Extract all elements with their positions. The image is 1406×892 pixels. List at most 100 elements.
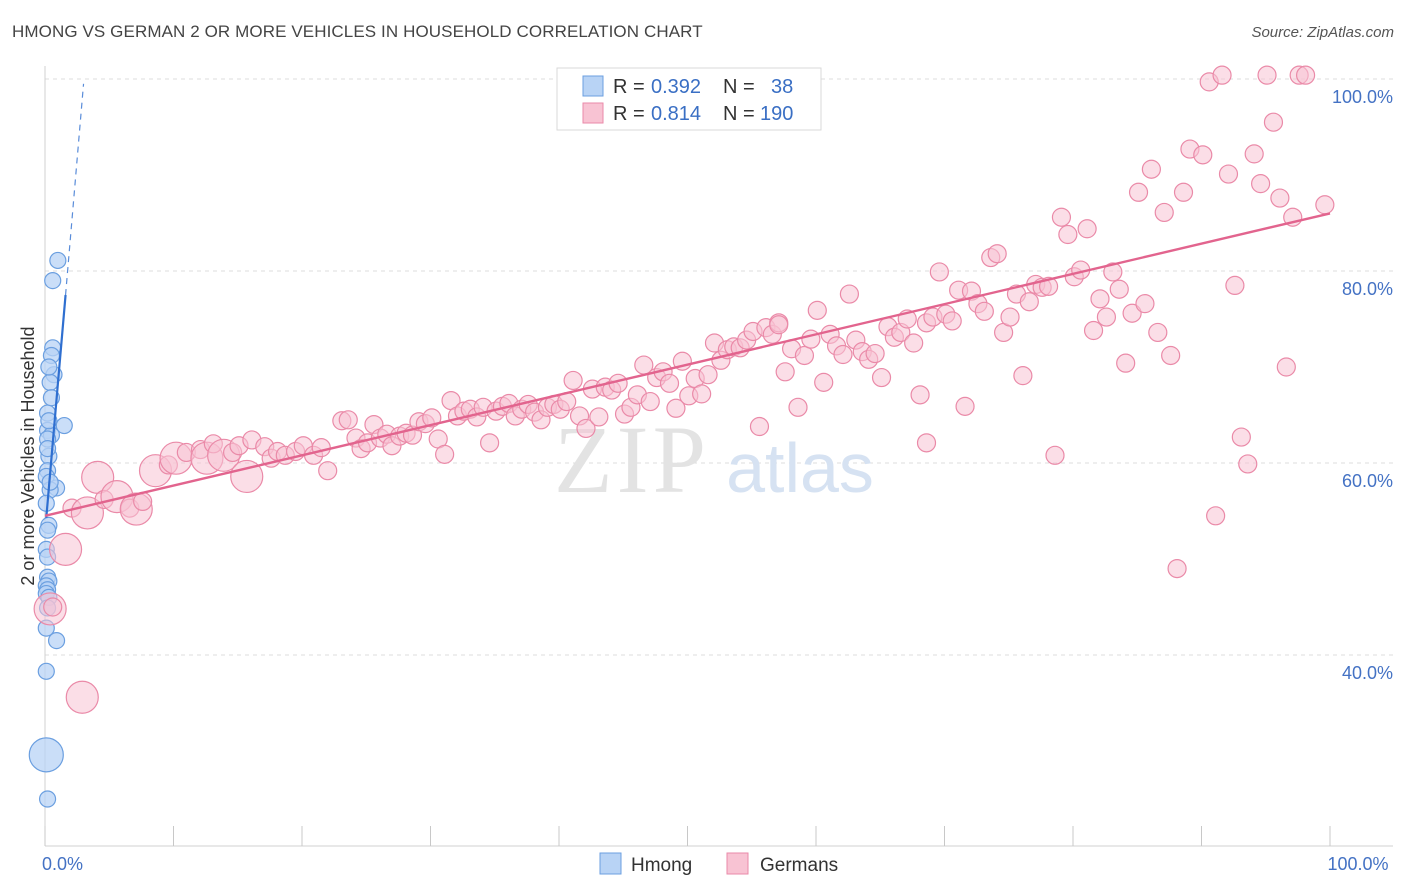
hmong-point xyxy=(37,662,55,680)
german-point xyxy=(1231,427,1251,447)
german-point xyxy=(1141,159,1161,179)
german-point xyxy=(1218,164,1239,184)
german-point xyxy=(1013,366,1033,386)
y-tick-label: 40.0% xyxy=(1342,663,1393,683)
german-point xyxy=(563,370,583,391)
german-point xyxy=(775,362,795,382)
chart-title: HMONG VS GERMAN 2 OR MORE VEHICLES IN HO… xyxy=(12,22,703,41)
german-point xyxy=(833,344,853,365)
german-point xyxy=(1096,307,1117,327)
german-point xyxy=(1167,558,1187,579)
german-point xyxy=(576,418,596,439)
german-point xyxy=(1148,322,1168,343)
y-tick-label: 100.0% xyxy=(1332,87,1393,107)
points-layer xyxy=(28,65,1335,808)
german-point xyxy=(1058,224,1078,245)
hmong-point xyxy=(41,373,59,391)
german-point xyxy=(974,301,994,321)
legend-swatch-hmong xyxy=(582,75,604,97)
german-point xyxy=(1173,182,1194,202)
german-point xyxy=(1225,275,1245,295)
hmong-point xyxy=(38,790,57,808)
german-point xyxy=(640,391,660,412)
hmong-trend-extension xyxy=(64,83,85,296)
german-point xyxy=(904,333,924,353)
german-point xyxy=(942,311,962,331)
german-point xyxy=(1315,195,1335,215)
german-point xyxy=(1206,506,1226,526)
german-point xyxy=(1212,65,1232,85)
legend-r-value-german: 0.814 xyxy=(651,103,701,125)
y-tick-label: 80.0% xyxy=(1342,279,1393,299)
german-point xyxy=(1251,174,1271,194)
x-tick-label: 0.0% xyxy=(42,854,83,874)
legend-n-value-hmong: 38 xyxy=(771,76,793,98)
x-tick-label: 100.0% xyxy=(1327,854,1388,874)
bottom-legend-label-german: Germans xyxy=(760,855,838,876)
german-point xyxy=(955,396,975,416)
german-point xyxy=(1045,445,1065,465)
german-point xyxy=(749,416,770,437)
german-point xyxy=(1000,307,1020,327)
german-point xyxy=(318,461,338,481)
bottom-legend-swatch-hmong xyxy=(599,852,622,875)
hmong-point xyxy=(28,737,64,773)
hmong-point xyxy=(47,631,66,650)
bottom-legend-label-hmong: Hmong xyxy=(631,855,692,876)
german-point xyxy=(807,300,827,320)
german-point xyxy=(1154,202,1174,223)
german-point xyxy=(1135,294,1155,314)
legend-r-value-hmong: 0.392 xyxy=(651,76,701,98)
german-point xyxy=(987,244,1007,264)
german-point xyxy=(435,444,455,464)
legend-r-label-german: R = xyxy=(613,103,645,125)
legend-n-label-hmong: N = xyxy=(723,76,755,98)
hmong-point xyxy=(40,358,58,376)
trend-layer xyxy=(44,83,1331,518)
german-point xyxy=(1083,320,1104,341)
german-point xyxy=(1238,454,1258,474)
source-credit: Source: ZipAtlas.com xyxy=(1251,24,1394,41)
german-point xyxy=(814,372,834,392)
german-point xyxy=(692,384,712,404)
german-point xyxy=(480,433,500,453)
german-point xyxy=(839,284,860,304)
top-legend: R = 0.392 N = 38 R = 0.814 N = 190 xyxy=(556,67,822,131)
german-point xyxy=(338,410,358,430)
german-point xyxy=(1019,292,1039,312)
hmong-point xyxy=(55,416,73,435)
hmong-point xyxy=(49,251,67,270)
legend-n-value-german: 190 xyxy=(760,103,793,125)
y-tick-label: 60.0% xyxy=(1342,471,1393,491)
legend-n-label-german: N = xyxy=(723,103,755,125)
watermark: ZIP atlas xyxy=(554,406,874,513)
german-point xyxy=(1161,345,1181,366)
hmong-point xyxy=(44,272,62,290)
german-point xyxy=(1077,219,1097,239)
german-point xyxy=(1270,188,1290,208)
axis-layer: 40.0% 60.0% 80.0% 100.0% 0.0% 100.0% xyxy=(42,66,1393,874)
hmong-point xyxy=(40,412,58,430)
legend-swatch-german xyxy=(582,102,604,124)
german-point xyxy=(1122,303,1142,323)
german-trend-line xyxy=(44,212,1331,517)
german-point xyxy=(589,407,609,427)
german-point xyxy=(1128,182,1149,202)
german-point xyxy=(422,408,442,428)
german-point xyxy=(1109,279,1129,299)
german-point xyxy=(929,262,949,282)
german-point xyxy=(1263,112,1284,132)
german-point xyxy=(698,365,718,385)
german-point xyxy=(1116,353,1136,373)
german-point xyxy=(1244,144,1264,164)
bottom-legend: Hmong Germans xyxy=(599,852,838,876)
german-point xyxy=(48,532,83,567)
german-point xyxy=(659,373,680,393)
german-point xyxy=(230,459,264,494)
german-point xyxy=(311,438,331,458)
german-point xyxy=(1295,65,1316,85)
german-point xyxy=(1193,145,1213,165)
german-point xyxy=(916,433,937,453)
german-point xyxy=(794,345,815,366)
